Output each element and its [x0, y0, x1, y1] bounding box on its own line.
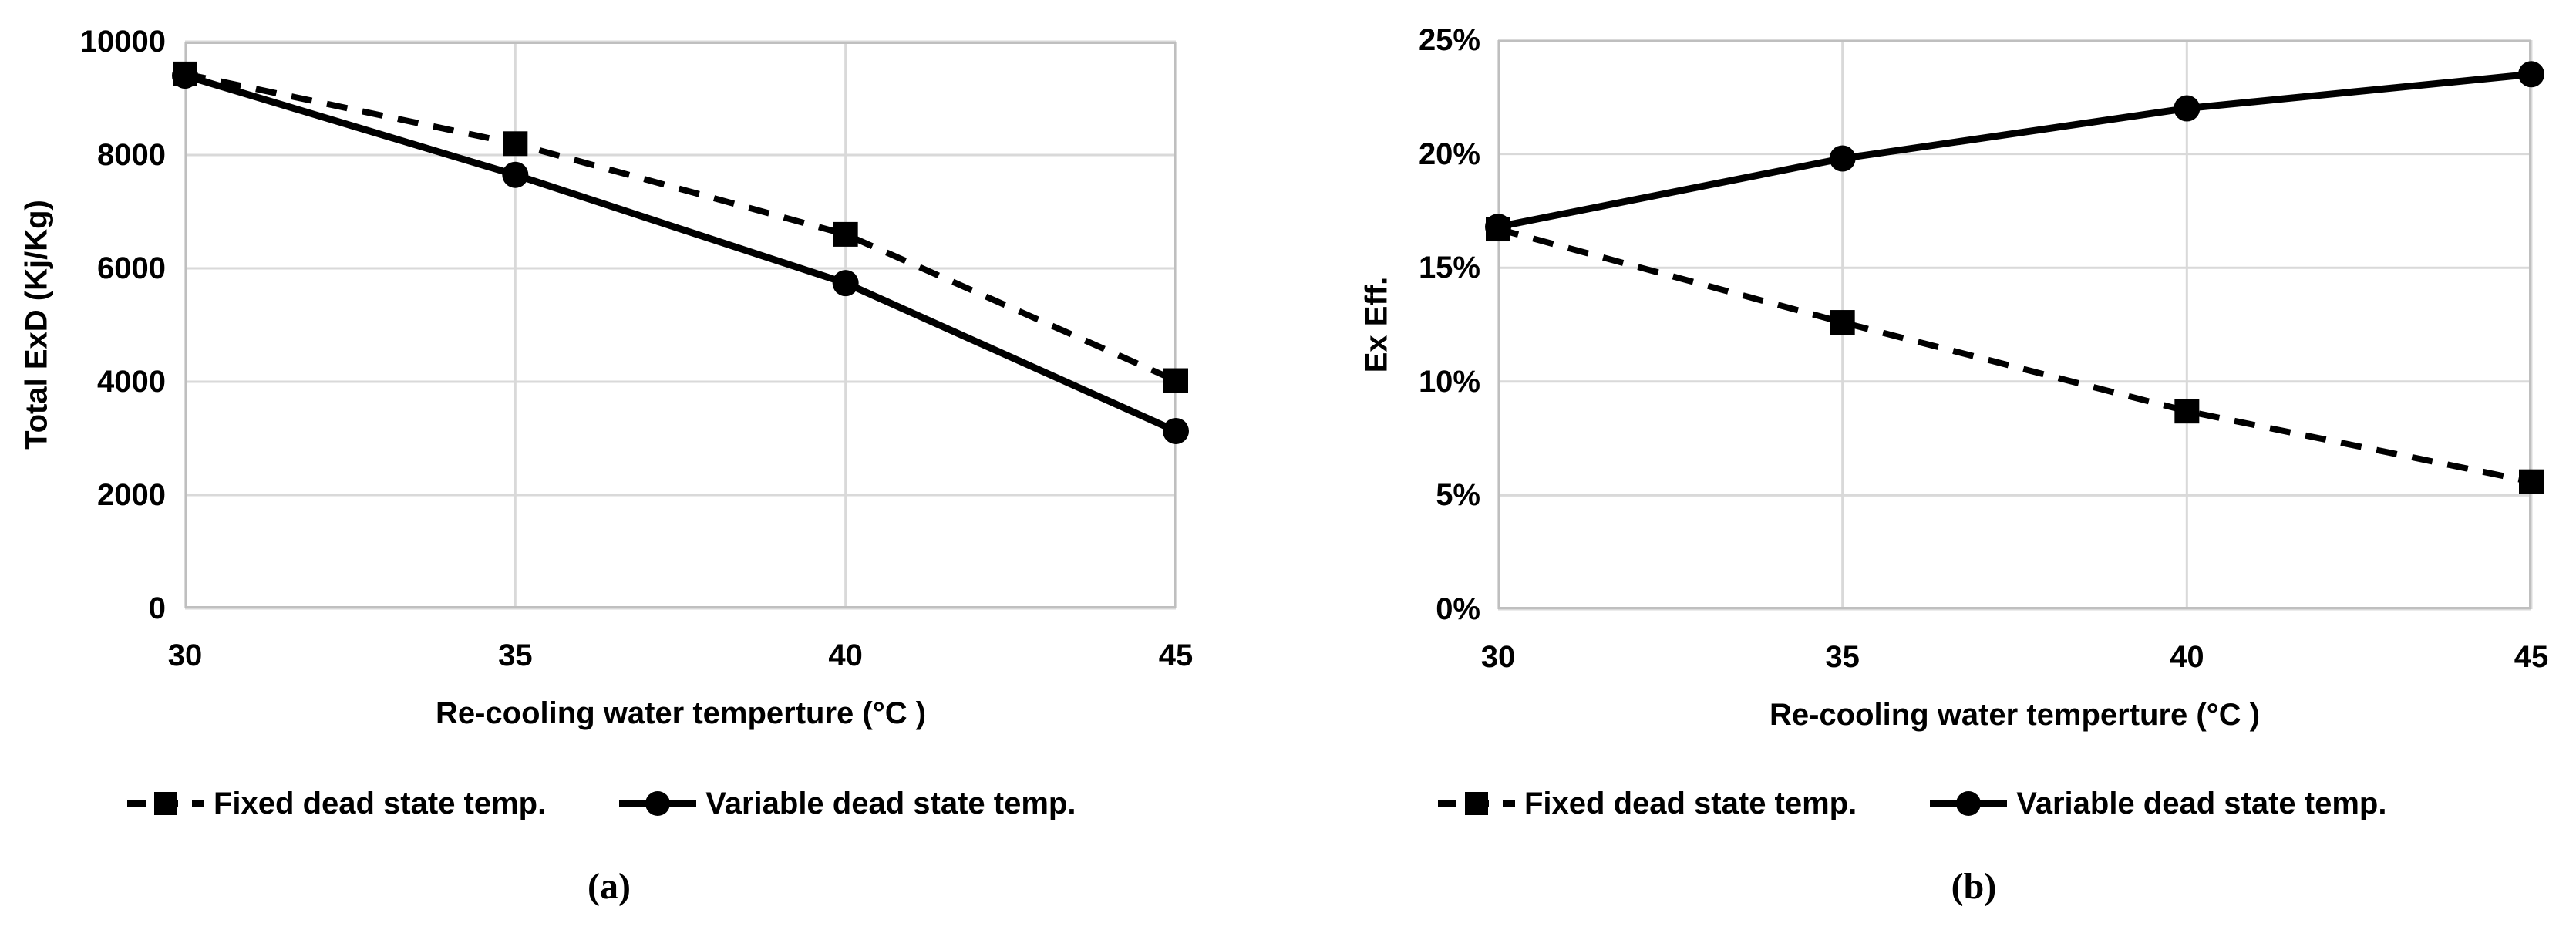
series-line [184, 72, 1177, 435]
legend-entry: Variable dead state temp. [619, 787, 1076, 821]
y-axis-title-a: Total ExD (Kj/Kg) [19, 200, 54, 450]
series-marker-square [1163, 368, 1188, 393]
x-axis-title-b: Re-cooling water temperture (°C ) [1769, 698, 2261, 732]
x-tick-label: 45 [1158, 638, 1194, 672]
series-marker-square [2174, 399, 2200, 424]
legend-marker [1956, 791, 1982, 816]
y-axis-ticks-b: 0% 5% 10% 15% 20% 25% [1357, 25, 1480, 625]
series-marker-circle [832, 270, 859, 297]
y-tick-label: 8000 [97, 138, 166, 172]
legend-solid-circle-sample [1930, 791, 2008, 816]
legend-entry: Fixed dead state temp. [1438, 787, 1857, 821]
y-axis-ticks-a: 0 2000 4000 6000 8000 10000 [62, 26, 166, 624]
plot-area-a [172, 40, 1189, 610]
plot-svg-a [172, 40, 1189, 610]
legend-label: Variable dead state temp. [705, 786, 1076, 820]
y-tick-label: 20% [1418, 136, 1480, 171]
series-marker-circle [502, 161, 529, 188]
x-axis-ticks-a: 30 35 40 45 [168, 638, 1194, 672]
legend-label: Fixed dead state temp. [1524, 786, 1857, 820]
legend-b: Fixed dead state temp. Variable dead stat… [1438, 783, 2386, 824]
x-tick-label: 45 [2514, 640, 2549, 674]
x-tick-label: 30 [1480, 640, 1516, 674]
plot-frame [1498, 40, 2531, 609]
legend-label: Fixed dead state temp. [214, 786, 547, 820]
series-line [184, 70, 1177, 384]
series-marker-circle [2174, 95, 2201, 122]
plot-svg-b [1485, 39, 2544, 611]
y-tick-label: 10000 [79, 25, 166, 59]
y-tick-label: 0% [1436, 592, 1480, 626]
series-marker-circle [1163, 417, 1189, 444]
x-axis-title-a: Re-cooling water temperture (°C ) [435, 696, 927, 730]
legend-label: Variable dead state temp. [2016, 786, 2387, 820]
x-axis-ticks-b: 30 35 40 45 [1481, 640, 2549, 674]
x-tick-label: 40 [2170, 640, 2204, 674]
series-marker-square [503, 131, 528, 157]
series-line [1497, 226, 2532, 485]
plot-frame [185, 42, 1176, 608]
series-marker-square [2519, 469, 2544, 494]
y-tick-label: 2000 [97, 478, 166, 512]
series-line [1497, 70, 2532, 231]
y-axis-title-b: Ex Eff. [1359, 276, 1394, 373]
y-tick-label: 10% [1418, 364, 1480, 399]
y-tick-label: 15% [1418, 251, 1480, 285]
y-tick-label: 0 [148, 591, 166, 625]
legend-entry: Fixed dead state temp. [127, 787, 546, 821]
series-marker-circle [2518, 61, 2544, 88]
panel-caption-a: (a) [588, 866, 631, 907]
panel-caption-b: (b) [1951, 866, 1997, 907]
series-marker-circle [1485, 214, 1511, 241]
legend-dashed-square-sample [1438, 792, 1515, 815]
legend-marker [1465, 792, 1488, 815]
legend-marker [645, 791, 671, 816]
y-tick-label: 4000 [97, 365, 166, 399]
series-marker-square [833, 221, 858, 247]
x-tick-label: 35 [498, 638, 533, 672]
legend-marker [154, 792, 177, 815]
legend-dashed-square-sample [127, 792, 204, 815]
y-tick-label: 5% [1436, 478, 1480, 513]
legend-a: Fixed dead state temp. Variable dead stat… [127, 783, 1076, 824]
x-tick-label: 40 [828, 638, 863, 672]
series-marker-circle [172, 62, 198, 89]
series-marker-circle [1829, 145, 1856, 172]
x-tick-label: 30 [167, 638, 203, 672]
y-tick-label: 6000 [97, 251, 166, 285]
legend-solid-circle-sample [619, 791, 697, 816]
y-tick-label: 25% [1418, 23, 1480, 57]
x-tick-label: 35 [1825, 640, 1860, 674]
series-marker-square [1830, 310, 1855, 335]
legend-entry: Variable dead state temp. [1930, 787, 2386, 821]
plot-area-b [1485, 39, 2544, 611]
